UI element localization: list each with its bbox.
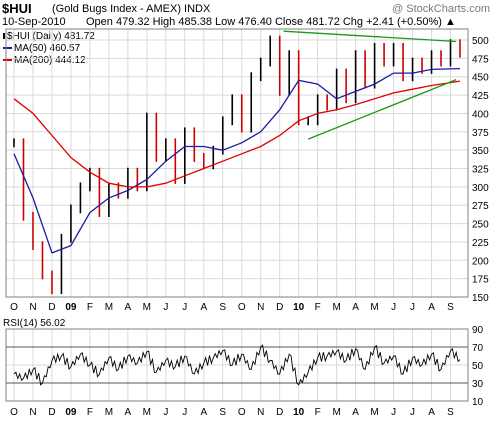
rsi-label: RSI(14) 56.02 — [3, 318, 66, 329]
price-x-tick-label: M — [370, 302, 378, 313]
price-x-tick-label: J — [391, 302, 396, 313]
price-y-tick-label: 200 — [472, 256, 489, 267]
rsi-x-tick-label: 10 — [293, 407, 305, 418]
legend-ma200-label: MA(200) 444.12 — [14, 55, 86, 66]
rsi-x-tick-label: O — [10, 407, 18, 418]
watermark: @ StockCharts.com — [392, 3, 490, 15]
rsi-x-tick-label: J — [182, 407, 187, 418]
price-x-tick-label: A — [428, 302, 435, 313]
trendline-upper — [283, 30, 457, 43]
price-x-tick-label: O — [238, 302, 246, 313]
price-y-tick-label: 250 — [472, 220, 489, 231]
legend-ma50-swatch — [3, 47, 12, 50]
price-x-tick-label: A — [125, 302, 132, 313]
rsi-x-tick-label: S — [447, 407, 454, 418]
rsi-y-tick-label: 30 — [472, 379, 484, 390]
price-x-tick-label: F — [87, 302, 93, 313]
price-x-tick-label: A — [200, 302, 207, 313]
price-x-tick-label: 09 — [65, 302, 77, 313]
rsi-x-tick-label: J — [391, 407, 396, 418]
rsi-x-tick-label: N — [29, 407, 36, 418]
quote-date: 10-Sep-2010 — [2, 16, 66, 28]
price-y-tick-label: 300 — [472, 183, 489, 194]
price-x-tick-label: A — [352, 302, 359, 313]
rsi-x-tick-label: J — [163, 407, 168, 418]
rsi-y-tick-label: 50 — [472, 361, 484, 372]
price-y-tick-label: 475 — [472, 54, 489, 65]
rsi-x-tick-label: D — [276, 407, 283, 418]
legend-price-swatch — [3, 33, 5, 40]
rsi-x-tick-label: O — [238, 407, 246, 418]
chart-title-description: (Gold Bugs Index - AMEX) INDX — [52, 3, 211, 15]
legend-price: $HUI (Daily) 481.72 — [3, 32, 95, 42]
price-x-tick-label: J — [163, 302, 168, 313]
price-x-tick-label: J — [410, 302, 415, 313]
rsi-x-tick-label: M — [105, 407, 113, 418]
price-x-tick-label: M — [105, 302, 113, 313]
rsi-x-tick-label: M — [370, 407, 378, 418]
price-y-tick-label: 375 — [472, 128, 489, 139]
rsi-x-tick-label: A — [428, 407, 435, 418]
price-x-tick-label: 10 — [293, 302, 305, 313]
rsi-plot-frame — [5, 328, 469, 402]
rsi-x-tick-label: A — [352, 407, 359, 418]
quote-values: Open 479.32 High 485.38 Low 476.40 Close… — [86, 16, 456, 28]
rsi-x-tick-label: N — [257, 407, 264, 418]
rsi-x-tick-label: F — [87, 407, 93, 418]
ma50-line — [13, 67, 461, 254]
rsi-y-tick-label: 70 — [472, 343, 484, 354]
price-x-tick-label: D — [276, 302, 283, 313]
rsi-y-tick-label: 90 — [472, 325, 484, 336]
price-y-tick-label: 350 — [472, 146, 489, 157]
price-x-tick-label: O — [10, 302, 18, 313]
price-x-tick-label: N — [29, 302, 36, 313]
rsi-x-tick-label: M — [332, 407, 340, 418]
legend-ma200-swatch — [3, 59, 12, 62]
price-x-tick-label: S — [219, 302, 226, 313]
price-x-tick-label: M — [332, 302, 340, 313]
price-y-tick-label: 400 — [472, 109, 489, 120]
price-plot-frame — [5, 28, 469, 298]
price-x-tick-label: D — [48, 302, 55, 313]
rsi-y-tick-label: 10 — [472, 397, 484, 408]
rsi-x-tick-label: M — [143, 407, 151, 418]
rsi-x-tick-label: A — [200, 407, 207, 418]
chart-title-symbol: $HUI — [2, 1, 32, 16]
price-y-tick-label: 225 — [472, 238, 489, 249]
legend-ma50: MA(50) 460.57 — [3, 44, 80, 54]
legend-ma50-label: MA(50) 460.57 — [14, 43, 81, 54]
price-x-tick-label: F — [315, 302, 321, 313]
rsi-x-tick-label: A — [125, 407, 132, 418]
legend-ma200: MA(200) 444.12 — [3, 56, 86, 66]
rsi-x-tick-label: 09 — [65, 407, 77, 418]
price-y-tick-label: 275 — [472, 201, 489, 212]
rsi-x-tick-label: D — [48, 407, 55, 418]
price-x-tick-label: N — [257, 302, 264, 313]
price-y-tick-label: 150 — [472, 293, 489, 304]
rsi-x-tick-label: F — [315, 407, 321, 418]
rsi-x-tick-label: J — [410, 407, 415, 418]
price-y-tick-label: 325 — [472, 165, 489, 176]
rsi-x-tick-label: S — [219, 407, 226, 418]
trendline-lower — [307, 79, 457, 140]
rsi-line — [13, 344, 461, 386]
legend-price-label: $HUI (Daily) 481.72 — [7, 31, 95, 42]
ma200-line — [13, 80, 461, 188]
price-y-tick-label: 500 — [472, 36, 489, 47]
price-x-tick-label: M — [143, 302, 151, 313]
price-x-tick-label: J — [182, 302, 187, 313]
price-y-tick-label: 450 — [472, 73, 489, 84]
price-y-tick-label: 175 — [472, 275, 489, 286]
price-x-tick-label: S — [447, 302, 454, 313]
price-y-tick-label: 425 — [472, 91, 489, 102]
